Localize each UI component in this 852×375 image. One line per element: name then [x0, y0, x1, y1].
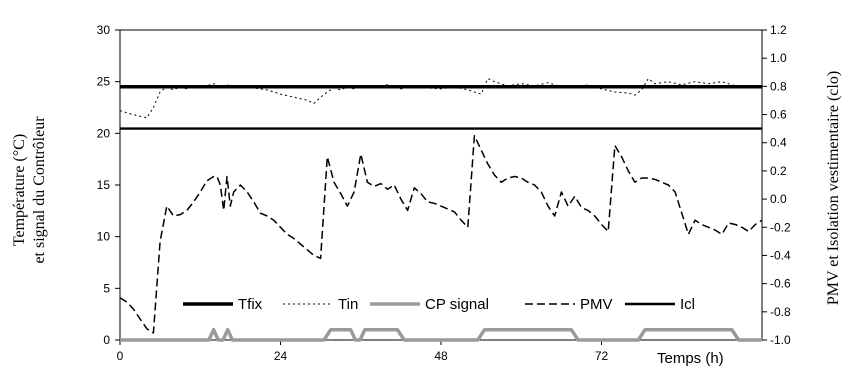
chart-ticks: 0 5 10 15 20 25 30 -1.0 -0.8 -0.6 -0.4 -0.2 0.0 0.2 0.… — [97, 23, 791, 363]
y-right-tick-label: -0.6 — [770, 277, 791, 291]
legend-label-icl: Icl — [680, 296, 695, 313]
y-left-tick-label: 0 — [103, 333, 110, 347]
plot-frame — [119, 29, 763, 341]
y-left-tick-label: 25 — [97, 75, 111, 89]
y-axis-left-label-line2: et signal du Contrôleur — [31, 116, 48, 264]
y-right-tick-label: 0.6 — [770, 108, 787, 122]
y-right-tick-label: -0.8 — [770, 305, 791, 319]
chart-series — [119, 78, 763, 342]
series-line-cp-signal — [120, 327, 762, 342]
series-line-tin — [119, 78, 763, 119]
y-axis-left-label-line1: Température (°C) — [11, 134, 28, 246]
series-line-pmv — [119, 134, 763, 334]
y-left-tick-label: 15 — [97, 178, 111, 192]
y-right-tick-label: 0.4 — [770, 136, 787, 150]
x-tick-label: 48 — [434, 349, 448, 363]
y-left-tick-label: 30 — [97, 23, 111, 37]
y-left-tick-label: 5 — [103, 281, 110, 295]
y-right-tick-label: 0.8 — [770, 79, 787, 93]
y-right-tick-label: 0.2 — [770, 164, 787, 178]
legend-label-cp-signal: CP signal — [425, 296, 489, 313]
y-right-tick-label: 1.2 — [770, 23, 787, 37]
legend-label-pmv: PMV — [580, 296, 613, 313]
x-tick-label: 24 — [274, 349, 288, 363]
x-axis-label: Temps (h) — [657, 350, 724, 367]
y-right-tick-label: 0.0 — [770, 192, 787, 206]
legend-label-tfix: Tfix — [238, 296, 263, 313]
chart-legend: Tfix Tin CP signal PMV Icl — [183, 296, 695, 313]
legend-label-tin: Tin — [338, 296, 358, 313]
y-right-tick-label: -0.4 — [770, 248, 791, 262]
y-left-tick-label: 10 — [97, 230, 111, 244]
y-right-tick-label: 1.0 — [770, 51, 787, 65]
x-tick-label: 72 — [595, 349, 609, 363]
y-axis-right-label: PMV et Isolation vestimentaire (clo) — [825, 71, 842, 305]
x-tick-label: 0 — [117, 349, 124, 363]
y-left-tick-label: 20 — [97, 126, 111, 140]
y-right-tick-label: -0.2 — [770, 220, 791, 234]
y-right-tick-label: -1.0 — [770, 333, 791, 347]
chart-axes — [119, 29, 763, 341]
